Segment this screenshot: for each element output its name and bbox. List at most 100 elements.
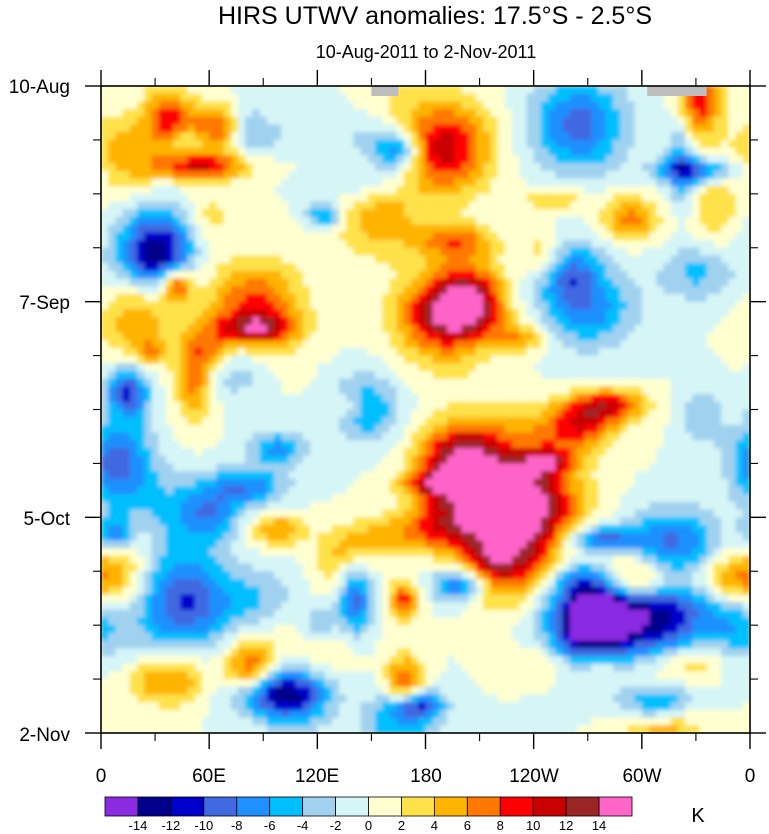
field-cell (403, 232, 412, 241)
field-cell (403, 317, 412, 326)
field-cell (144, 324, 153, 334)
field-cell (331, 216, 340, 226)
field-cell (432, 132, 441, 141)
field-cell (612, 417, 621, 426)
field-cell (713, 147, 722, 156)
field-cell (512, 86, 520, 95)
field-cell (519, 417, 528, 426)
field-cell (411, 86, 419, 95)
field-cell (692, 147, 701, 156)
field-cell (562, 332, 571, 341)
field-cell (108, 501, 117, 511)
field-cell (216, 378, 225, 387)
field-cell (137, 409, 145, 418)
field-cell (634, 432, 643, 441)
field-cell (656, 224, 665, 233)
field-cell (331, 324, 340, 334)
field-cell (533, 355, 542, 364)
field-cell (259, 401, 268, 411)
field-cell (713, 255, 722, 264)
field-cell (353, 186, 362, 195)
field-cell (584, 170, 592, 180)
field-cell (670, 432, 679, 441)
field-cell (360, 463, 369, 472)
field-cell (353, 109, 362, 118)
field-cell (576, 440, 585, 449)
field-cell (612, 116, 621, 126)
field-cell (685, 178, 693, 187)
field-cell (165, 186, 174, 195)
field-cell (173, 324, 181, 334)
field-cell (216, 432, 225, 441)
field-cell (663, 193, 672, 203)
field-cell (475, 401, 484, 411)
field-cell (180, 109, 189, 118)
field-cell (122, 170, 131, 180)
field-cell (713, 263, 722, 272)
field-cell (591, 155, 600, 164)
field-cell (230, 247, 239, 257)
field-cell (483, 378, 491, 387)
field-cell (519, 116, 528, 126)
field-cell (274, 501, 282, 511)
field-cell (548, 501, 556, 511)
field-cell (439, 378, 448, 387)
field-cell (230, 448, 239, 457)
field-cell (158, 170, 167, 180)
field-cell (569, 263, 578, 272)
field-cell (187, 370, 196, 380)
field-cell (576, 124, 585, 133)
field-cell (605, 124, 614, 133)
field-cell (151, 293, 160, 303)
field-cell (396, 401, 405, 411)
field-cell (504, 340, 513, 349)
field-cell (144, 116, 153, 126)
field-cell (713, 240, 722, 249)
field-cell (548, 386, 556, 395)
field-cell (663, 201, 672, 210)
field-cell (396, 201, 405, 210)
field-cell (540, 86, 549, 95)
field-cell (533, 409, 542, 418)
field-cell (252, 224, 261, 233)
field-cell (713, 170, 722, 180)
field-cell (295, 93, 304, 102)
field-cell (685, 432, 693, 441)
field-cell (490, 209, 499, 218)
field-cell (137, 494, 145, 503)
field-cell (274, 509, 282, 518)
field-cell (425, 224, 434, 233)
field-cell (468, 324, 477, 334)
field-cell (692, 101, 701, 110)
field-cell (612, 347, 621, 357)
field-cell (699, 355, 708, 364)
field-cell (670, 417, 679, 426)
field-cell (252, 232, 261, 241)
field-cell (216, 109, 225, 118)
field-cell (418, 201, 427, 210)
field-cell (209, 201, 217, 210)
field-cell (353, 270, 362, 280)
field-cell (533, 101, 542, 110)
field-cell (230, 93, 239, 102)
field-cell (620, 293, 629, 303)
field-cell (454, 240, 463, 249)
field-cell (281, 301, 290, 310)
field-cell (165, 509, 174, 518)
field-cell (692, 240, 701, 249)
field-cell (555, 286, 564, 295)
field-cell (490, 378, 499, 387)
field-cell (526, 293, 535, 303)
field-cell (627, 478, 636, 488)
field-cell (158, 301, 167, 310)
field-cell (122, 309, 131, 318)
field-cell (533, 255, 542, 264)
field-cell (627, 86, 636, 95)
field-cell (281, 401, 290, 411)
field-cell (144, 432, 153, 441)
field-cell (620, 324, 629, 334)
field-cell (569, 93, 578, 102)
field-cell (367, 340, 376, 349)
field-cell (115, 509, 124, 518)
field-cell (151, 463, 160, 472)
